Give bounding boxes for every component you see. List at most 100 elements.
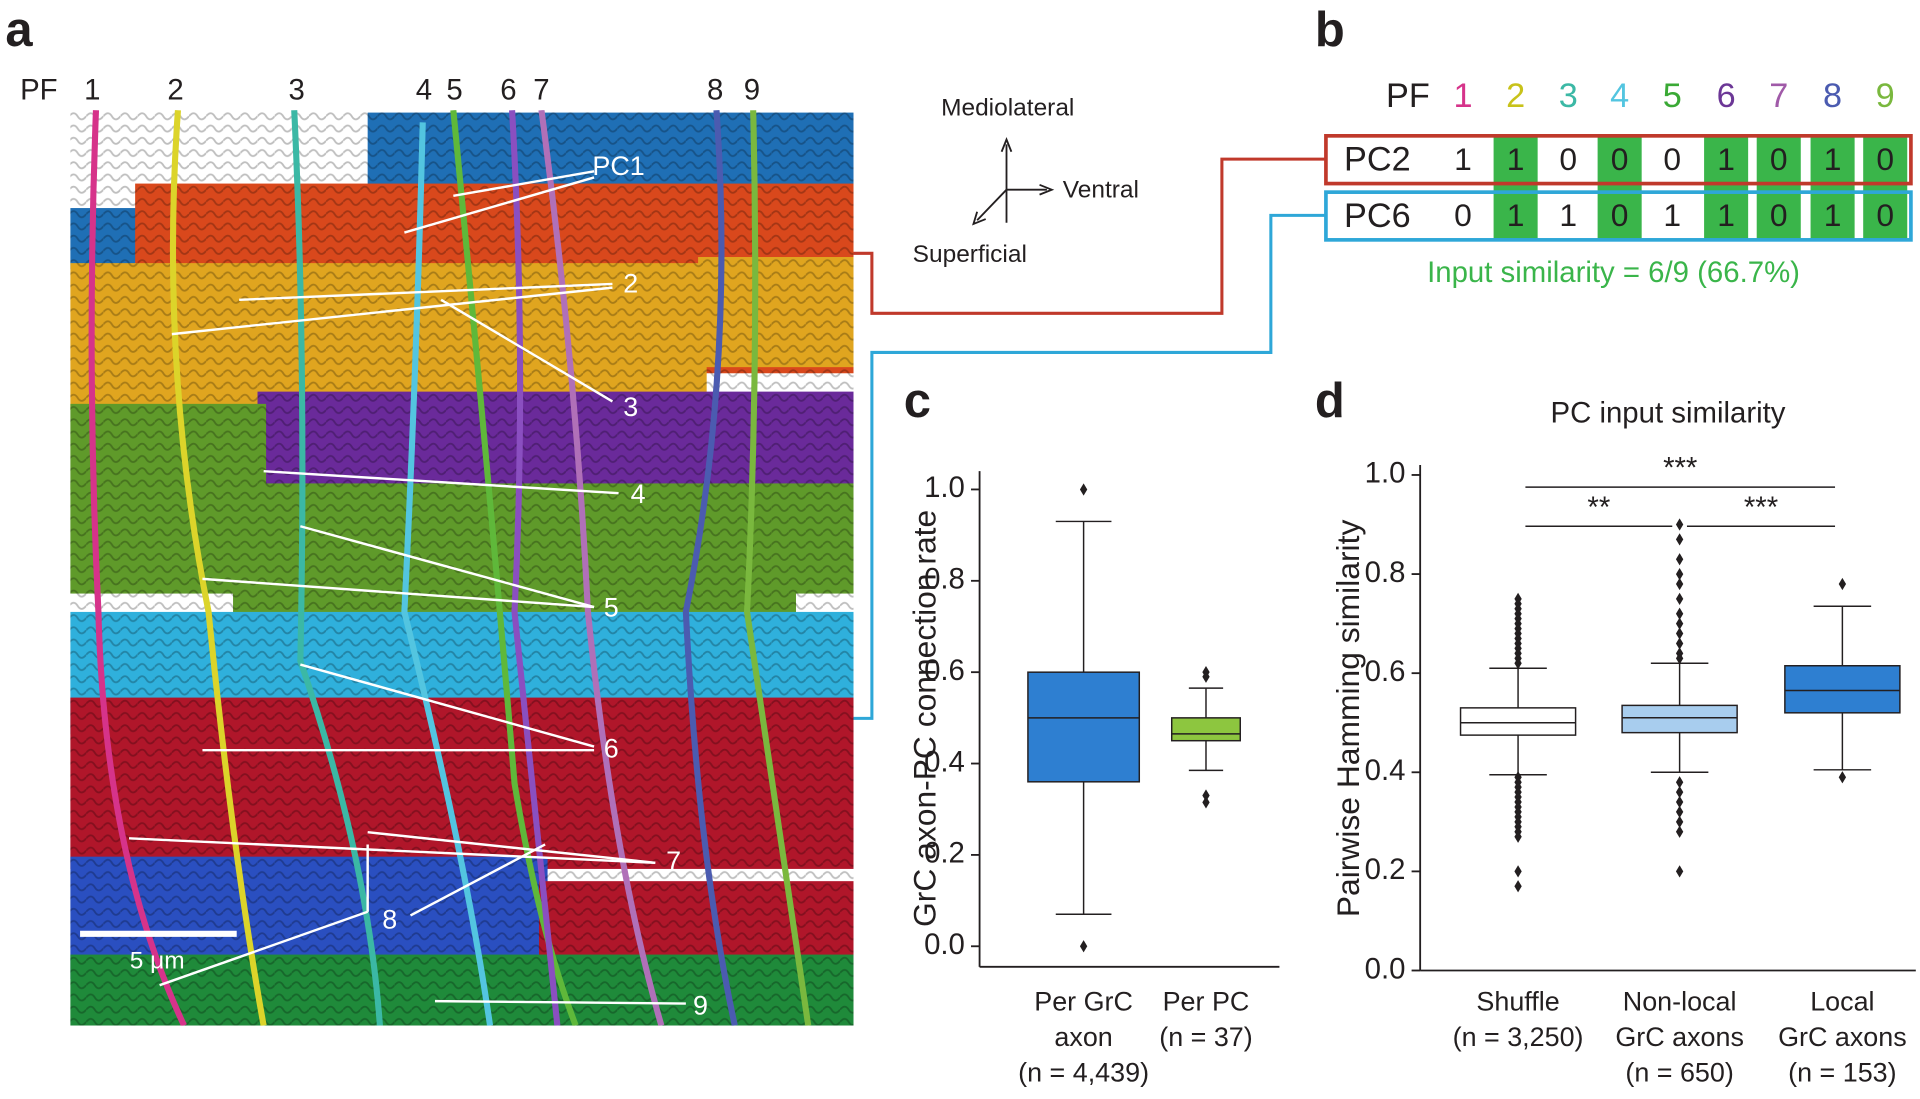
pf-number: 3 (289, 74, 305, 107)
column-header: 5 (1663, 77, 1682, 115)
caption: Input similarity = 6/9 (66.7%) (1427, 256, 1800, 289)
match-cell (1756, 135, 1801, 240)
panel-label: a (5, 3, 33, 57)
x-tick-label: (n = 153) (1788, 1058, 1896, 1088)
pf-number: 8 (707, 74, 723, 107)
cell-value: 0 (1454, 197, 1472, 233)
outlier (1675, 577, 1684, 591)
cell-value: 0 (1611, 197, 1629, 233)
outlier (1675, 865, 1684, 878)
outlier (1514, 880, 1522, 893)
column-header: 2 (1506, 77, 1525, 115)
column-header: 1 (1453, 77, 1472, 115)
x-tick-label: (n = 4,439) (1018, 1058, 1149, 1088)
x-tick-label: Local (1810, 987, 1874, 1017)
outlier (1675, 795, 1684, 809)
axis-direction: Mediolateral (941, 94, 1074, 121)
cell-value: 0 (1770, 141, 1788, 177)
column-header: 8 (1823, 77, 1842, 115)
outlier (1675, 785, 1684, 799)
box (1027, 671, 1141, 783)
match-cell (1597, 135, 1642, 240)
cell-value: 1 (1717, 141, 1735, 177)
column-header: 9 (1876, 77, 1895, 115)
em-reconstruction (70, 110, 854, 1026)
box (1459, 707, 1577, 736)
chart-title: PC input similarity (1551, 397, 1786, 430)
cell-value: 0 (1663, 141, 1681, 177)
pf-number: 6 (500, 74, 516, 107)
significance-label: *** (1663, 452, 1697, 485)
region-label: 4 (631, 479, 646, 509)
pf-number: 2 (167, 74, 183, 107)
outlier (1514, 865, 1522, 878)
connector (853, 213, 1326, 720)
cell-value: 1 (1454, 141, 1472, 177)
region-label: 5 (604, 593, 619, 623)
pf-number: 5 (446, 74, 462, 107)
scale-bar-label: 5 μm (130, 947, 185, 974)
box (1621, 704, 1738, 734)
pf-number: 7 (533, 74, 549, 107)
cell-value: 1 (1507, 141, 1525, 177)
pf-label: PF (20, 74, 58, 107)
y-tick-label: 0.2 (924, 837, 965, 870)
table-header: PF (1386, 77, 1430, 115)
y-axis-label: GrC axon-PC connection rate (906, 510, 942, 927)
outlier (1675, 805, 1684, 819)
y-tick-label: 0.8 (1365, 556, 1406, 589)
outlier (1202, 670, 1210, 683)
charts: 0.0 0.2 0.4 0.6 0.8 1.0 GrC axon-PC connection… (906, 397, 1916, 1088)
y-tick-label: 1.0 (1365, 457, 1406, 490)
cell-value: 0 (1876, 197, 1894, 233)
row-frame (1324, 190, 1913, 242)
cell-value: 0 (1611, 141, 1629, 177)
y-tick-label: 0.8 (924, 563, 965, 596)
panel-label: c (904, 374, 931, 428)
cell-value: 1 (1824, 197, 1842, 233)
significance-label: ** (1587, 491, 1610, 524)
match-cell (1810, 135, 1855, 240)
y-tick-label: 0.2 (1365, 853, 1406, 886)
axis-direction: Superficial (913, 241, 1027, 268)
row-frame (1324, 134, 1913, 186)
x-tick-label: Non-local (1623, 987, 1737, 1017)
box (1170, 717, 1241, 742)
column-header: 7 (1769, 77, 1788, 115)
y-tick-label: 0.6 (924, 654, 965, 687)
row-name: PC2 (1344, 141, 1411, 179)
outlier (1202, 789, 1210, 802)
outlier (1079, 940, 1088, 953)
x-tick-label: Shuffle (1476, 987, 1559, 1017)
pc1-label: PC1 (592, 151, 644, 181)
y-axis-label: Pairwise Hamming similarity (1330, 520, 1366, 918)
y-tick-label: 0.4 (1365, 754, 1406, 787)
region-label: 8 (382, 905, 397, 935)
x-tick-label: (n = 37) (1159, 1022, 1252, 1052)
box (1784, 665, 1901, 714)
region-label: 3 (623, 392, 638, 422)
match-cell (1493, 135, 1538, 240)
panel-label: d (1315, 374, 1345, 428)
pf-number: 4 (416, 74, 432, 107)
outlier (1202, 796, 1210, 809)
cell-value: 1 (1663, 197, 1681, 233)
x-tick-label: GrC axons (1615, 1022, 1744, 1052)
outlier (1838, 771, 1847, 784)
y-tick-label: 0.0 (1365, 952, 1406, 985)
cell-value: 1 (1507, 197, 1525, 233)
cell-value: 1 (1559, 197, 1577, 233)
y-tick-label: 0.4 (924, 745, 965, 778)
match-cell (1704, 135, 1749, 240)
connector (853, 157, 1326, 315)
outlier (1675, 652, 1684, 665)
region-label: 2 (623, 268, 638, 298)
cell-value: 0 (1876, 141, 1894, 177)
column-header: 6 (1717, 77, 1736, 115)
match-cell (1863, 135, 1908, 240)
compass (972, 137, 1055, 226)
significance-label: *** (1744, 491, 1778, 524)
column-header: 4 (1610, 77, 1629, 115)
